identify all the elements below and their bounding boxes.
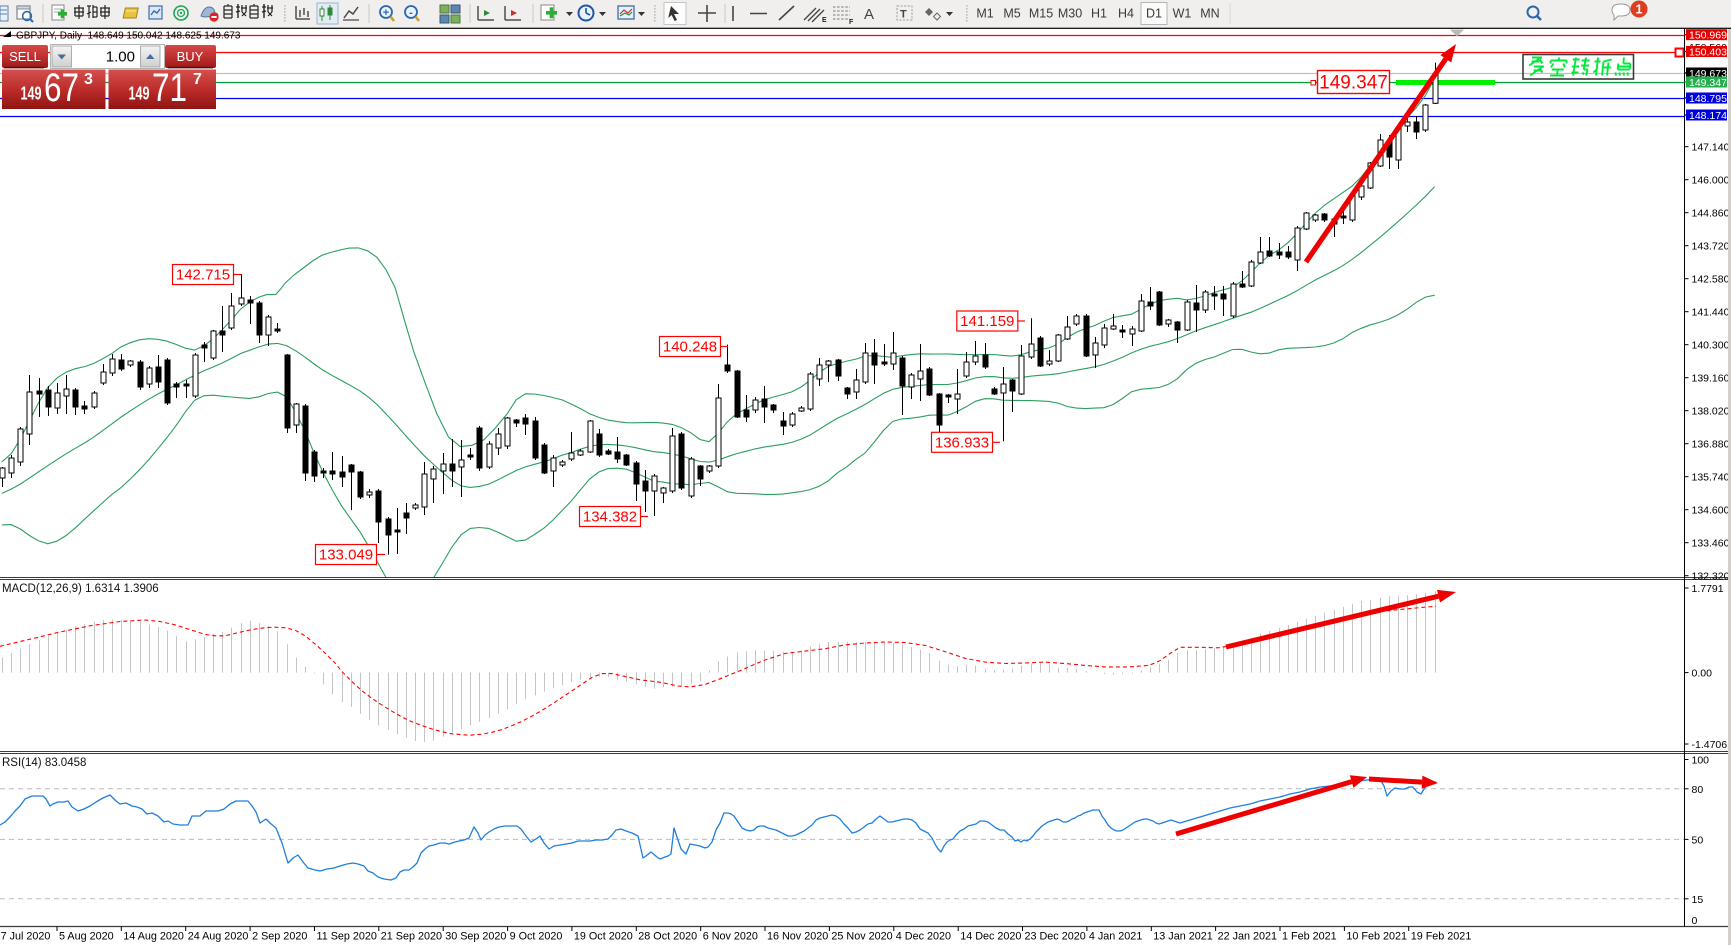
svg-text:132.320: 132.320 — [1692, 571, 1730, 583]
svg-text:148.795: 148.795 — [1689, 93, 1727, 105]
svg-text:H4: H4 — [1118, 7, 1134, 21]
svg-text:19 Oct 2020: 19 Oct 2020 — [574, 931, 633, 943]
svg-text:11 Sep 2020: 11 Sep 2020 — [317, 931, 377, 943]
svg-text:E: E — [822, 17, 827, 24]
svg-text:27 Jul 2020: 27 Jul 2020 — [0, 931, 50, 943]
svg-text:4 Jan 2021: 4 Jan 2021 — [1089, 931, 1142, 943]
svg-text:6 Nov 2020: 6 Nov 2020 — [703, 931, 758, 943]
svg-text:80: 80 — [1692, 784, 1704, 796]
svg-text:14 Aug 2020: 14 Aug 2020 — [123, 931, 184, 943]
svg-text:139.160: 139.160 — [1692, 373, 1730, 385]
svg-text:146.000: 146.000 — [1692, 175, 1730, 187]
svg-text:9 Oct 2020: 9 Oct 2020 — [510, 931, 563, 943]
svg-text:10 Feb 2021: 10 Feb 2021 — [1346, 931, 1407, 943]
svg-text:1: 1 — [1636, 3, 1643, 17]
svg-text:M30: M30 — [1058, 7, 1082, 21]
svg-text:M5: M5 — [1003, 7, 1020, 21]
svg-text:147.140: 147.140 — [1692, 142, 1730, 154]
svg-text:71: 71 — [152, 66, 187, 110]
svg-text:1 Feb 2021: 1 Feb 2021 — [1282, 931, 1337, 943]
svg-text:28 Oct 2020: 28 Oct 2020 — [638, 931, 697, 943]
svg-text:144.860: 144.860 — [1692, 208, 1730, 220]
svg-text:23 Dec 2020: 23 Dec 2020 — [1025, 931, 1086, 943]
svg-text:-1.4706: -1.4706 — [1692, 739, 1728, 751]
svg-text:16 Nov 2020: 16 Nov 2020 — [767, 931, 828, 943]
svg-text:135.740: 135.740 — [1692, 472, 1730, 484]
svg-text:133.460: 133.460 — [1692, 538, 1730, 550]
svg-text:RSI(14) 83.0458: RSI(14) 83.0458 — [2, 757, 86, 769]
svg-text:5 Aug 2020: 5 Aug 2020 — [59, 931, 114, 943]
svg-text:1.7791: 1.7791 — [1692, 583, 1724, 595]
svg-text:4 Dec 2020: 4 Dec 2020 — [896, 931, 951, 943]
svg-text:24 Aug 2020: 24 Aug 2020 — [188, 931, 249, 943]
svg-text:142.580: 142.580 — [1692, 274, 1730, 286]
svg-text:21 Sep 2020: 21 Sep 2020 — [381, 931, 442, 943]
svg-text:140.300: 140.300 — [1692, 340, 1730, 352]
svg-text:143.720: 143.720 — [1692, 241, 1730, 253]
svg-text:136.880: 136.880 — [1692, 439, 1730, 451]
svg-text:13 Jan 2021: 13 Jan 2021 — [1153, 931, 1212, 943]
svg-text:25 Nov 2020: 25 Nov 2020 — [831, 931, 892, 943]
svg-text:W1: W1 — [1173, 7, 1192, 21]
svg-text:140.248: 140.248 — [663, 339, 717, 356]
svg-text:134.600: 134.600 — [1692, 505, 1730, 517]
svg-text:-: - — [409, 7, 413, 19]
svg-text:67: 67 — [44, 66, 79, 110]
svg-text:A: A — [864, 6, 874, 23]
svg-text:149.347: 149.347 — [1319, 73, 1388, 94]
svg-text:136.933: 136.933 — [935, 434, 989, 451]
svg-text:150.403: 150.403 — [1689, 47, 1727, 59]
svg-text:D1: D1 — [1146, 7, 1162, 21]
svg-text:22 Jan 2021: 22 Jan 2021 — [1218, 931, 1277, 943]
svg-text:7: 7 — [193, 71, 202, 88]
svg-text:M15: M15 — [1029, 7, 1053, 21]
svg-text:0: 0 — [1692, 915, 1698, 927]
svg-text:MACD(12,26,9) 1.6314 1.3906: MACD(12,26,9) 1.6314 1.3906 — [2, 583, 159, 595]
svg-text:BUY: BUY — [177, 49, 204, 64]
svg-text:MN: MN — [1200, 7, 1219, 21]
svg-text:50: 50 — [1692, 834, 1704, 846]
svg-text:1.00: 1.00 — [106, 49, 135, 66]
svg-text:138.020: 138.020 — [1692, 406, 1730, 418]
svg-text:15: 15 — [1692, 894, 1704, 906]
svg-text:141.440: 141.440 — [1692, 307, 1730, 319]
svg-text:150.969: 150.969 — [1689, 30, 1727, 42]
svg-text:M1: M1 — [976, 7, 993, 21]
svg-text:2 Sep 2020: 2 Sep 2020 — [252, 931, 307, 943]
svg-text:14 Dec 2020: 14 Dec 2020 — [960, 931, 1021, 943]
svg-text:30 Sep 2020: 30 Sep 2020 — [445, 931, 506, 943]
svg-text:141.159: 141.159 — [960, 313, 1014, 330]
svg-text:142.715: 142.715 — [176, 267, 230, 284]
svg-text:148.174: 148.174 — [1689, 110, 1727, 122]
svg-text:T: T — [900, 9, 907, 21]
svg-text:149: 149 — [21, 84, 42, 104]
svg-text:SELL: SELL — [9, 49, 41, 64]
svg-text:100: 100 — [1692, 755, 1710, 767]
svg-text:F: F — [849, 19, 854, 26]
svg-text:+: + — [383, 7, 389, 19]
svg-text:149: 149 — [129, 84, 150, 104]
svg-text:3: 3 — [84, 71, 93, 88]
svg-text:GBPJPY, Daily 148.649 150.042: GBPJPY, Daily 148.649 150.042 148.625 14… — [16, 31, 241, 42]
svg-text:134.382: 134.382 — [583, 509, 637, 526]
svg-text:133.049: 133.049 — [319, 547, 373, 564]
svg-text:149.347: 149.347 — [1689, 77, 1727, 89]
svg-text:19 Feb 2021: 19 Feb 2021 — [1411, 931, 1472, 943]
svg-text:H1: H1 — [1091, 7, 1107, 21]
svg-text:0.00: 0.00 — [1692, 668, 1713, 680]
